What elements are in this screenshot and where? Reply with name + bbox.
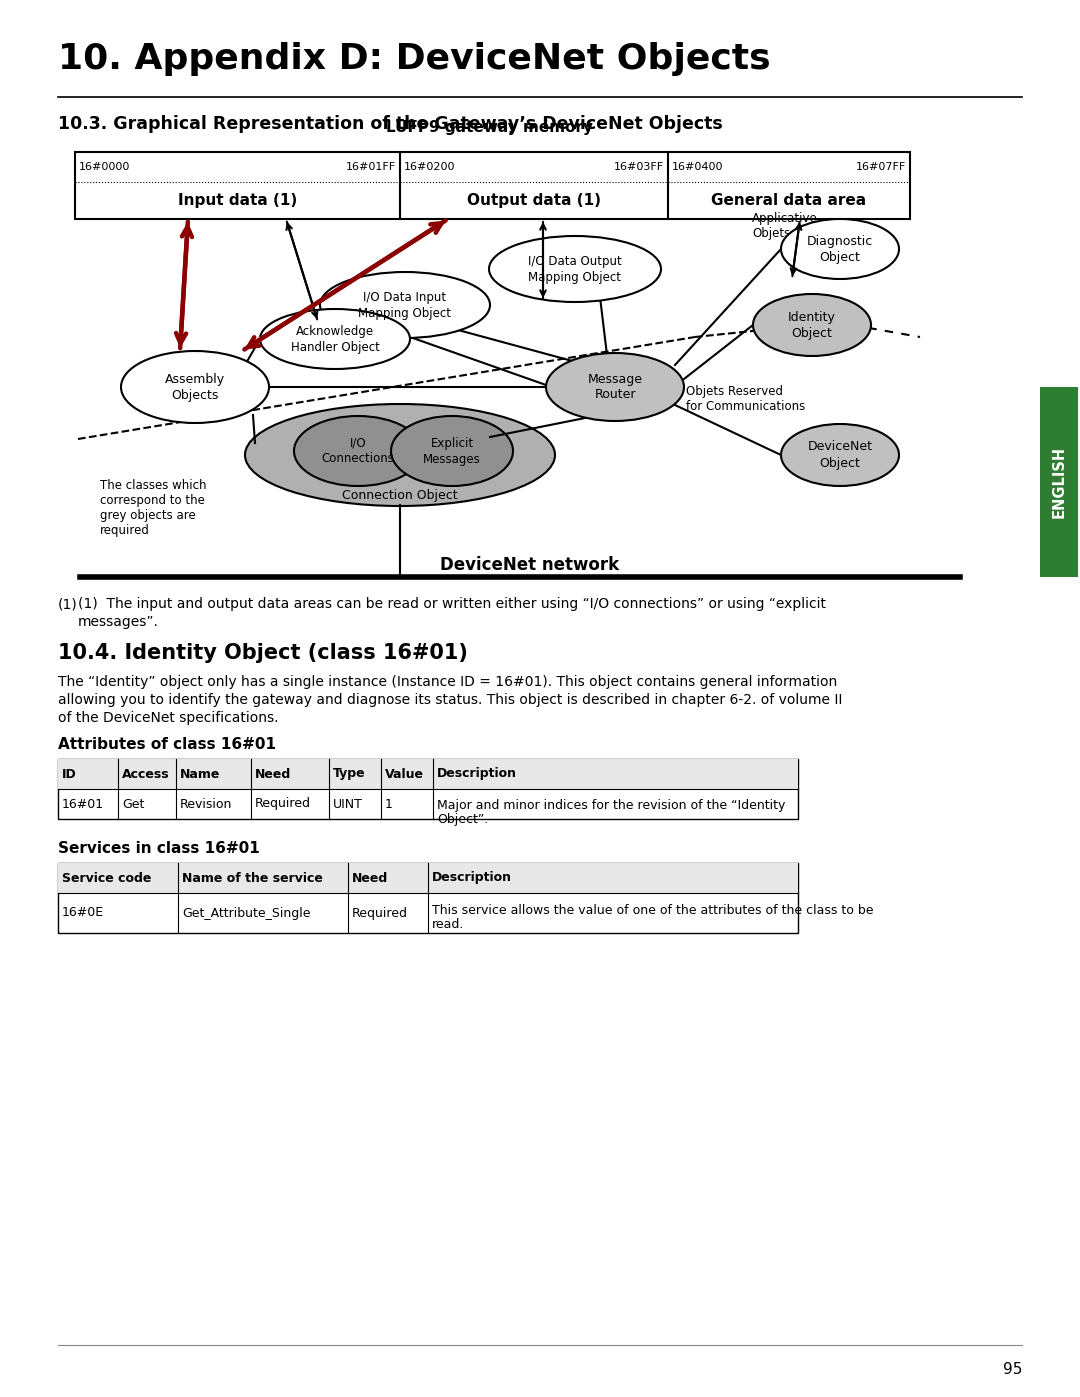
Text: I/O Data Output
Mapping Object: I/O Data Output Mapping Object: [528, 254, 622, 284]
Text: The classes which
correspond to the
grey objects are
required: The classes which correspond to the grey…: [100, 479, 206, 536]
Text: 16#01FF: 16#01FF: [346, 162, 396, 172]
Ellipse shape: [260, 309, 410, 369]
Bar: [1040, 387, 1078, 577]
Text: 10.4. Identity Object (class 16#01): 10.4. Identity Object (class 16#01): [58, 643, 468, 664]
Text: 10.3. Graphical Representation of the Gateway’s DeviceNet Objects: 10.3. Graphical Representation of the Ga…: [58, 115, 723, 133]
Ellipse shape: [781, 425, 899, 486]
Text: Diagnostic
Object: Diagnostic Object: [807, 235, 873, 264]
Text: Name of the service: Name of the service: [183, 872, 323, 884]
Text: 16#0400: 16#0400: [672, 162, 724, 172]
Text: 16#07FF: 16#07FF: [855, 162, 906, 172]
Text: Value: Value: [384, 767, 424, 781]
Text: read.: read.: [432, 918, 464, 932]
Text: Required: Required: [255, 798, 311, 810]
Text: 16#0000: 16#0000: [79, 162, 131, 172]
Ellipse shape: [391, 416, 513, 486]
Bar: [58, 759, 798, 819]
Text: DeviceNet
Object: DeviceNet Object: [808, 440, 873, 469]
Ellipse shape: [294, 416, 422, 486]
Text: Objets Reserved
for Communications: Objets Reserved for Communications: [686, 386, 806, 414]
Text: General data area: General data area: [712, 193, 866, 208]
Bar: [58, 863, 798, 933]
Text: Object”.: Object”.: [437, 813, 488, 827]
Text: (1): (1): [58, 597, 78, 610]
Text: LUFP9 gateway memory: LUFP9 gateway memory: [387, 120, 594, 136]
Text: The “Identity” object only has a single instance (Instance ID = 16#01). This obj: The “Identity” object only has a single …: [58, 675, 837, 689]
Text: ENGLISH: ENGLISH: [1052, 446, 1067, 518]
Text: Input data (1): Input data (1): [178, 193, 297, 208]
Ellipse shape: [320, 272, 490, 338]
Text: Description: Description: [437, 767, 517, 781]
Text: Need: Need: [255, 767, 292, 781]
Text: Services in class 16#01: Services in class 16#01: [58, 841, 260, 856]
Text: 16#0200: 16#0200: [404, 162, 456, 172]
Text: Attributes of class 16#01: Attributes of class 16#01: [58, 738, 276, 752]
Text: 16#0E: 16#0E: [62, 907, 104, 919]
Text: Acknowledge
Handler Object: Acknowledge Handler Object: [291, 324, 379, 353]
Text: ID: ID: [62, 767, 77, 781]
Text: messages”.: messages”.: [78, 615, 159, 629]
Bar: [58, 759, 798, 789]
Bar: [75, 152, 910, 219]
Text: Applicative
Objets: Applicative Objets: [752, 212, 818, 240]
Ellipse shape: [245, 404, 555, 506]
Text: (1)  The input and output data areas can be read or written either using “I/O co: (1) The input and output data areas can …: [78, 597, 826, 610]
Ellipse shape: [489, 236, 661, 302]
Text: Access: Access: [122, 767, 170, 781]
Text: This service allows the value of one of the attributes of the class to be: This service allows the value of one of …: [432, 904, 874, 918]
Text: of the DeviceNet specifications.: of the DeviceNet specifications.: [58, 711, 279, 725]
Text: Name: Name: [180, 767, 220, 781]
Text: DeviceNet network: DeviceNet network: [441, 556, 620, 574]
Text: I/O
Connections: I/O Connections: [322, 436, 394, 465]
Text: Output data (1): Output data (1): [467, 193, 600, 208]
Text: I/O Data Input
Mapping Object: I/O Data Input Mapping Object: [359, 291, 451, 320]
Ellipse shape: [753, 293, 870, 356]
Text: Revision: Revision: [180, 798, 232, 810]
Text: Connection Object: Connection Object: [342, 489, 458, 502]
Text: 1: 1: [384, 798, 393, 810]
Text: Description: Description: [432, 872, 512, 884]
Text: 16#01: 16#01: [62, 798, 104, 810]
Text: Assembly
Objects: Assembly Objects: [165, 373, 225, 401]
Text: Get_Attribute_Single: Get_Attribute_Single: [183, 907, 311, 919]
Text: 95: 95: [1002, 1362, 1022, 1377]
Text: Need: Need: [352, 872, 388, 884]
Text: Required: Required: [352, 907, 408, 919]
Text: Explicit
Messages: Explicit Messages: [423, 436, 481, 465]
Bar: [58, 863, 798, 893]
Text: Identity
Object: Identity Object: [788, 310, 836, 339]
Ellipse shape: [546, 353, 684, 420]
Text: 10. Appendix D: DeviceNet Objects: 10. Appendix D: DeviceNet Objects: [58, 42, 771, 75]
Text: Message
Router: Message Router: [588, 373, 643, 401]
Text: UINT: UINT: [333, 798, 363, 810]
Text: Get: Get: [122, 798, 145, 810]
Text: Service code: Service code: [62, 872, 151, 884]
Ellipse shape: [781, 219, 899, 279]
Text: 16#03FF: 16#03FF: [613, 162, 664, 172]
Text: allowing you to identify the gateway and diagnose its status. This object is des: allowing you to identify the gateway and…: [58, 693, 842, 707]
Text: Major and minor indices for the revision of the “Identity: Major and minor indices for the revision…: [437, 799, 785, 813]
Text: Type: Type: [333, 767, 366, 781]
Ellipse shape: [121, 351, 269, 423]
